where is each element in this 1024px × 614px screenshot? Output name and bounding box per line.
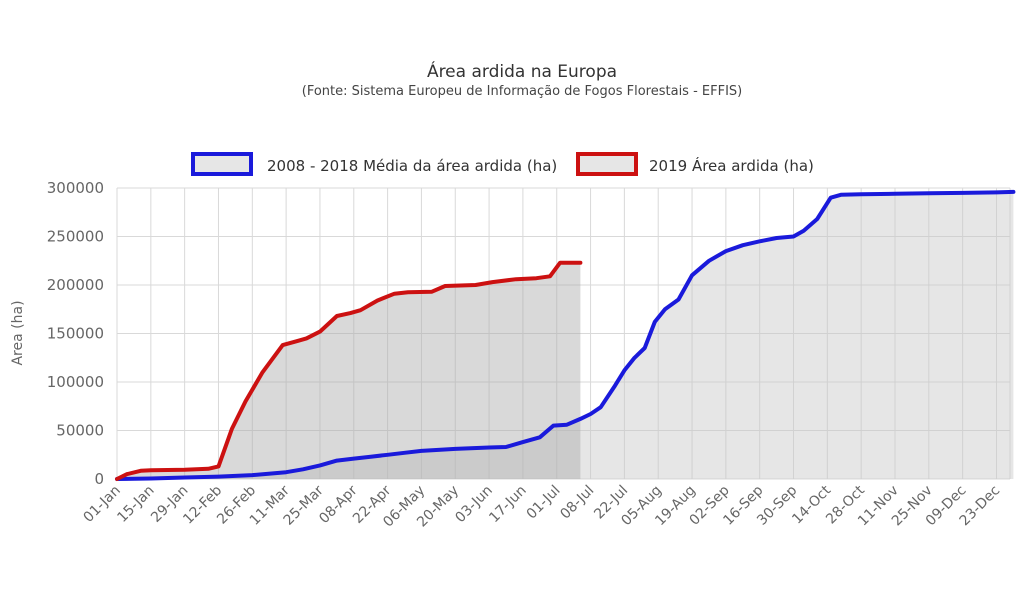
y-axis-label: Area (ha) xyxy=(10,300,26,365)
legend-label-series-1[interactable]: 2008 - 2018 Média da área ardida (ha) xyxy=(267,157,557,175)
x-tick-label: 17-Jun xyxy=(486,483,530,527)
series-line-1[interactable] xyxy=(115,189,1016,481)
y-tick-label: 200000 xyxy=(47,276,104,294)
y-tick-label: 50000 xyxy=(56,422,104,440)
y-tick-label: 150000 xyxy=(47,325,104,343)
x-tick-label: 03-Jun xyxy=(452,483,496,527)
legend-swatch-series-1[interactable] xyxy=(191,152,253,176)
chart-subtitle: (Fonte: Sistema Europeu de Informação de… xyxy=(302,84,742,99)
legend: 2008 - 2018 Média da área ardida (ha) 20… xyxy=(191,152,814,176)
x-tick-label: 01-Jan xyxy=(81,483,124,526)
legend-label-series-2[interactable]: 2019 Área ardida (ha) xyxy=(649,156,814,175)
series-lines xyxy=(115,189,1016,481)
y-tick-label: 250000 xyxy=(47,228,104,246)
series-area-2 xyxy=(117,262,581,479)
x-tick-label: 08-Jul xyxy=(557,483,597,523)
y-axis-ticks: 0 50000 100000 150000 200000 250000 300000 xyxy=(47,179,104,488)
series-area-1 xyxy=(117,191,1014,479)
series-line-2[interactable] xyxy=(115,260,583,481)
x-tick-label: 15-Jan xyxy=(114,483,157,526)
y-tick-label: 300000 xyxy=(47,179,104,197)
chart-title: Área ardida na Europa xyxy=(427,60,617,82)
legend-swatch-series-2[interactable] xyxy=(576,152,638,176)
x-axis-ticks: 01-Jan15-Jan29-Jan12-Feb26-Feb11-Mar25-M… xyxy=(81,482,1004,530)
y-tick-label: 0 xyxy=(94,470,104,488)
x-tick-label: 01-Jul xyxy=(524,483,564,523)
y-tick-label: 100000 xyxy=(47,373,104,391)
area-fills xyxy=(117,191,1014,479)
